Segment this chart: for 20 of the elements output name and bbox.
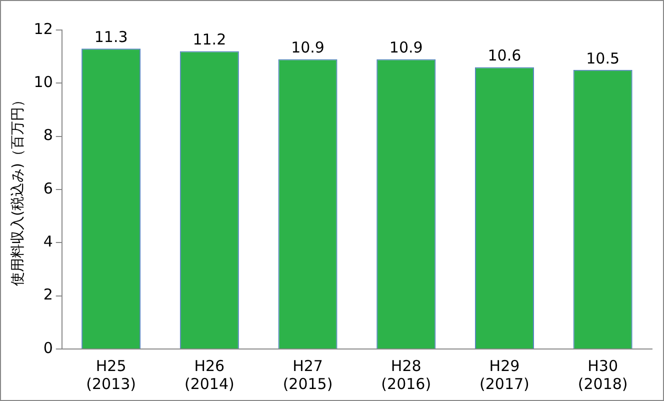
y-axis-title: 使用料収入(税込み)（百万円） (10, 93, 26, 286)
y-tick-label: 0 (43, 338, 53, 357)
x-tick-label: H29 (2017) (480, 356, 530, 393)
x-tick-label: H28 (2016) (381, 356, 432, 393)
y-tick-label: 2 (43, 286, 53, 304)
x-tick-label: H25 (2013) (86, 356, 136, 393)
y-tick-label: 8 (43, 126, 53, 144)
data-label: 10.9 (291, 38, 324, 57)
x-tick-label: H26 (2014) (184, 356, 234, 393)
y-tick-label: 10 (34, 73, 53, 92)
data-label: 11.3 (94, 28, 128, 46)
data-label: 10.9 (389, 38, 423, 57)
data-label: 10.6 (488, 46, 522, 65)
y-tick-label: 6 (43, 179, 53, 198)
y-tick-label: 4 (43, 232, 53, 251)
data-label: 10.5 (586, 49, 620, 68)
x-tick-label: H27 (2015) (282, 356, 333, 393)
data-label: 11.2 (192, 30, 226, 49)
x-tick-label: H30 (2018) (578, 356, 628, 393)
y-tick-label: 12 (34, 20, 53, 38)
